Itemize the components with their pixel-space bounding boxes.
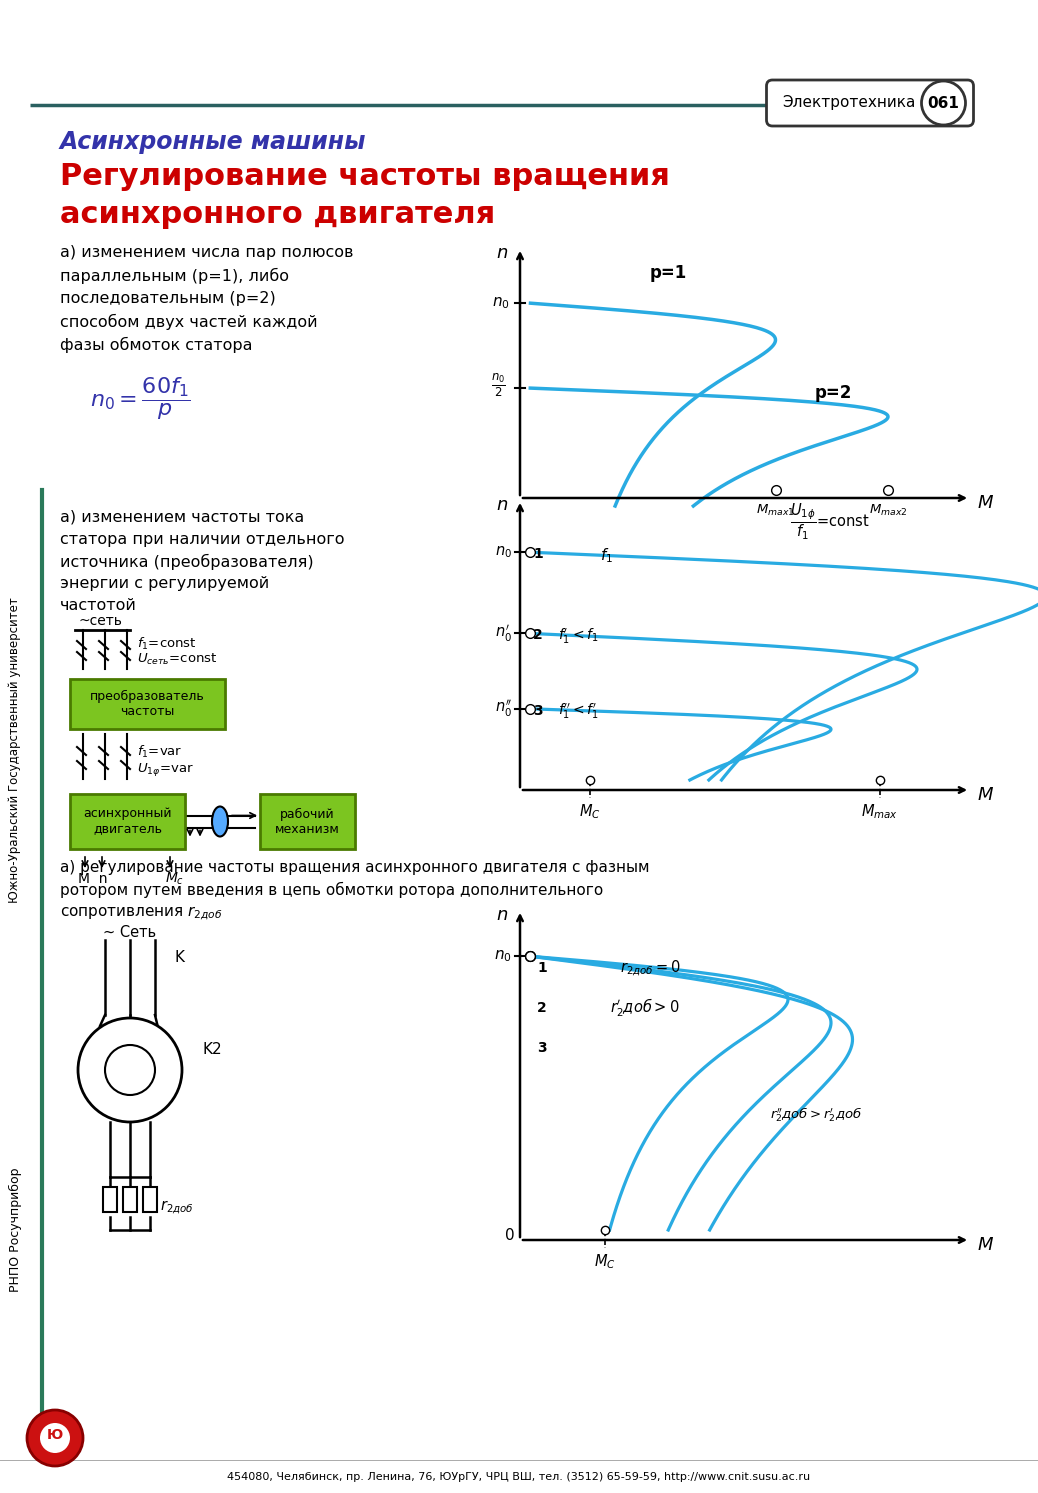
Text: $n_0$: $n_0$	[494, 948, 512, 964]
Text: $U_{сеть}$=const: $U_{сеть}$=const	[137, 651, 218, 666]
Text: статора при наличии отдельного: статора при наличии отдельного	[60, 532, 345, 546]
Text: M: M	[978, 494, 993, 512]
Text: M: M	[978, 785, 993, 805]
Text: $f_1$=const: $f_1$=const	[137, 636, 196, 652]
Text: $M_C$: $M_C$	[579, 802, 601, 821]
Text: p=2: p=2	[815, 384, 852, 402]
Text: n: n	[496, 243, 508, 261]
Text: $M_{max}$: $M_{max}$	[862, 802, 899, 821]
FancyBboxPatch shape	[143, 1187, 157, 1212]
Circle shape	[27, 1409, 83, 1466]
Text: $n_0'$: $n_0'$	[495, 623, 512, 643]
FancyBboxPatch shape	[766, 81, 974, 125]
Text: ротором путем введения в цепь обмотки ротора дополнительного: ротором путем введения в цепь обмотки ро…	[60, 882, 603, 899]
Text: 454080, Челябинск, пр. Ленина, 76, ЮУрГУ, ЧРЦ ВШ, тел. (3512) 65-59-59, http://w: 454080, Челябинск, пр. Ленина, 76, ЮУрГУ…	[227, 1472, 811, 1483]
Text: 2: 2	[537, 1002, 547, 1015]
Text: ~ Сеть: ~ Сеть	[104, 926, 157, 941]
Text: рабочий
механизм: рабочий механизм	[275, 808, 339, 836]
Text: $M_{max1}$: $M_{max1}$	[756, 503, 795, 518]
Text: 061: 061	[928, 96, 959, 110]
Text: Электротехника: Электротехника	[783, 96, 916, 110]
Text: $n_0''$: $n_0''$	[494, 699, 512, 720]
Text: РНПО Росучприбор: РНПО Росучприбор	[8, 1168, 22, 1293]
Text: асинхронного двигателя: асинхронного двигателя	[60, 200, 495, 228]
Text: $M_c$: $M_c$	[165, 870, 184, 887]
Text: $n_0$: $n_0$	[492, 296, 510, 311]
Text: M  n: M n	[78, 872, 108, 885]
Text: $\frac{n_0}{2}$: $\frac{n_0}{2}$	[491, 372, 506, 399]
Circle shape	[922, 81, 965, 125]
Text: 3: 3	[534, 703, 543, 718]
FancyBboxPatch shape	[70, 794, 185, 850]
Text: 3: 3	[538, 1041, 547, 1056]
Text: Асинхронные машины: Асинхронные машины	[60, 130, 366, 154]
Text: 0: 0	[506, 1227, 515, 1242]
Text: $f_1''<f_1'$: $f_1''<f_1'$	[558, 702, 599, 721]
Text: $M_{max2}$: $M_{max2}$	[869, 503, 907, 518]
Text: $n_0 = \dfrac{60f_1}{p}$: $n_0 = \dfrac{60f_1}{p}$	[90, 375, 191, 421]
Text: источника (преобразователя): источника (преобразователя)	[60, 554, 313, 570]
Text: последовательным (р=2): последовательным (р=2)	[60, 291, 276, 306]
Ellipse shape	[212, 806, 228, 836]
Text: асинхронный
двигатель: асинхронный двигатель	[83, 808, 171, 836]
Text: 2: 2	[534, 629, 543, 642]
FancyBboxPatch shape	[70, 679, 225, 729]
Circle shape	[78, 1018, 182, 1123]
FancyBboxPatch shape	[103, 1187, 117, 1212]
Text: $f_1'<f_1$: $f_1'<f_1$	[558, 627, 599, 646]
Text: Ю: Ю	[47, 1427, 63, 1442]
Text: сопротивления $r_{2доб}$: сопротивления $r_{2доб}$	[60, 903, 223, 923]
Text: а) изменением частоты тока: а) изменением частоты тока	[60, 511, 304, 526]
Text: $U_{1φ}$=var: $U_{1φ}$=var	[137, 760, 194, 778]
Text: $r_{2доб}$: $r_{2доб}$	[160, 1199, 194, 1217]
Circle shape	[40, 1423, 70, 1453]
Text: ~сеть: ~сеть	[78, 614, 121, 629]
FancyBboxPatch shape	[122, 1187, 137, 1212]
Text: Южно-Уральский Государственный университет: Южно-Уральский Государственный университ…	[8, 597, 22, 903]
Text: энергии с регулируемой: энергии с регулируемой	[60, 576, 269, 591]
Text: $r_{2доб}=0$: $r_{2доб}=0$	[620, 959, 681, 978]
Text: фазы обмоток статора: фазы обмоток статора	[60, 337, 252, 354]
Text: $r_2''доб>r_2'доб$: $r_2''доб>r_2'доб$	[770, 1105, 863, 1124]
Text: параллельным (р=1), либо: параллельным (р=1), либо	[60, 269, 289, 284]
Text: а) изменением числа пар полюсов: а) изменением числа пар полюсов	[60, 245, 354, 260]
Text: K2: K2	[202, 1042, 222, 1057]
Text: n: n	[496, 906, 508, 924]
Text: $f_1$=var: $f_1$=var	[137, 744, 183, 760]
Text: Регулирование частоты вращения: Регулирование частоты вращения	[60, 163, 670, 191]
Text: K: K	[175, 950, 185, 964]
Text: n: n	[496, 496, 508, 514]
Text: $n_0$: $n_0$	[495, 545, 512, 560]
Text: способом двух частей каждой: способом двух частей каждой	[60, 314, 318, 330]
Text: частотой: частотой	[60, 599, 137, 614]
Circle shape	[105, 1045, 155, 1094]
Text: $r_2'доб>0$: $r_2'доб>0$	[610, 997, 680, 1020]
Text: 1: 1	[534, 548, 543, 561]
Text: $f_1$: $f_1$	[600, 546, 613, 564]
Text: $M_C$: $M_C$	[594, 1253, 616, 1271]
Text: преобразователь
частоты: преобразователь частоты	[90, 690, 204, 718]
Text: M: M	[978, 1236, 993, 1254]
Text: $\dfrac{U_{1\phi}}{f_1}$=const: $\dfrac{U_{1\phi}}{f_1}$=const	[790, 502, 870, 542]
Text: а) регулирование частоты вращения асинхронного двигателя с фазным: а) регулирование частоты вращения асинхр…	[60, 860, 650, 875]
Text: p=1: p=1	[650, 264, 687, 282]
Text: 1: 1	[537, 961, 547, 975]
FancyBboxPatch shape	[260, 794, 355, 850]
